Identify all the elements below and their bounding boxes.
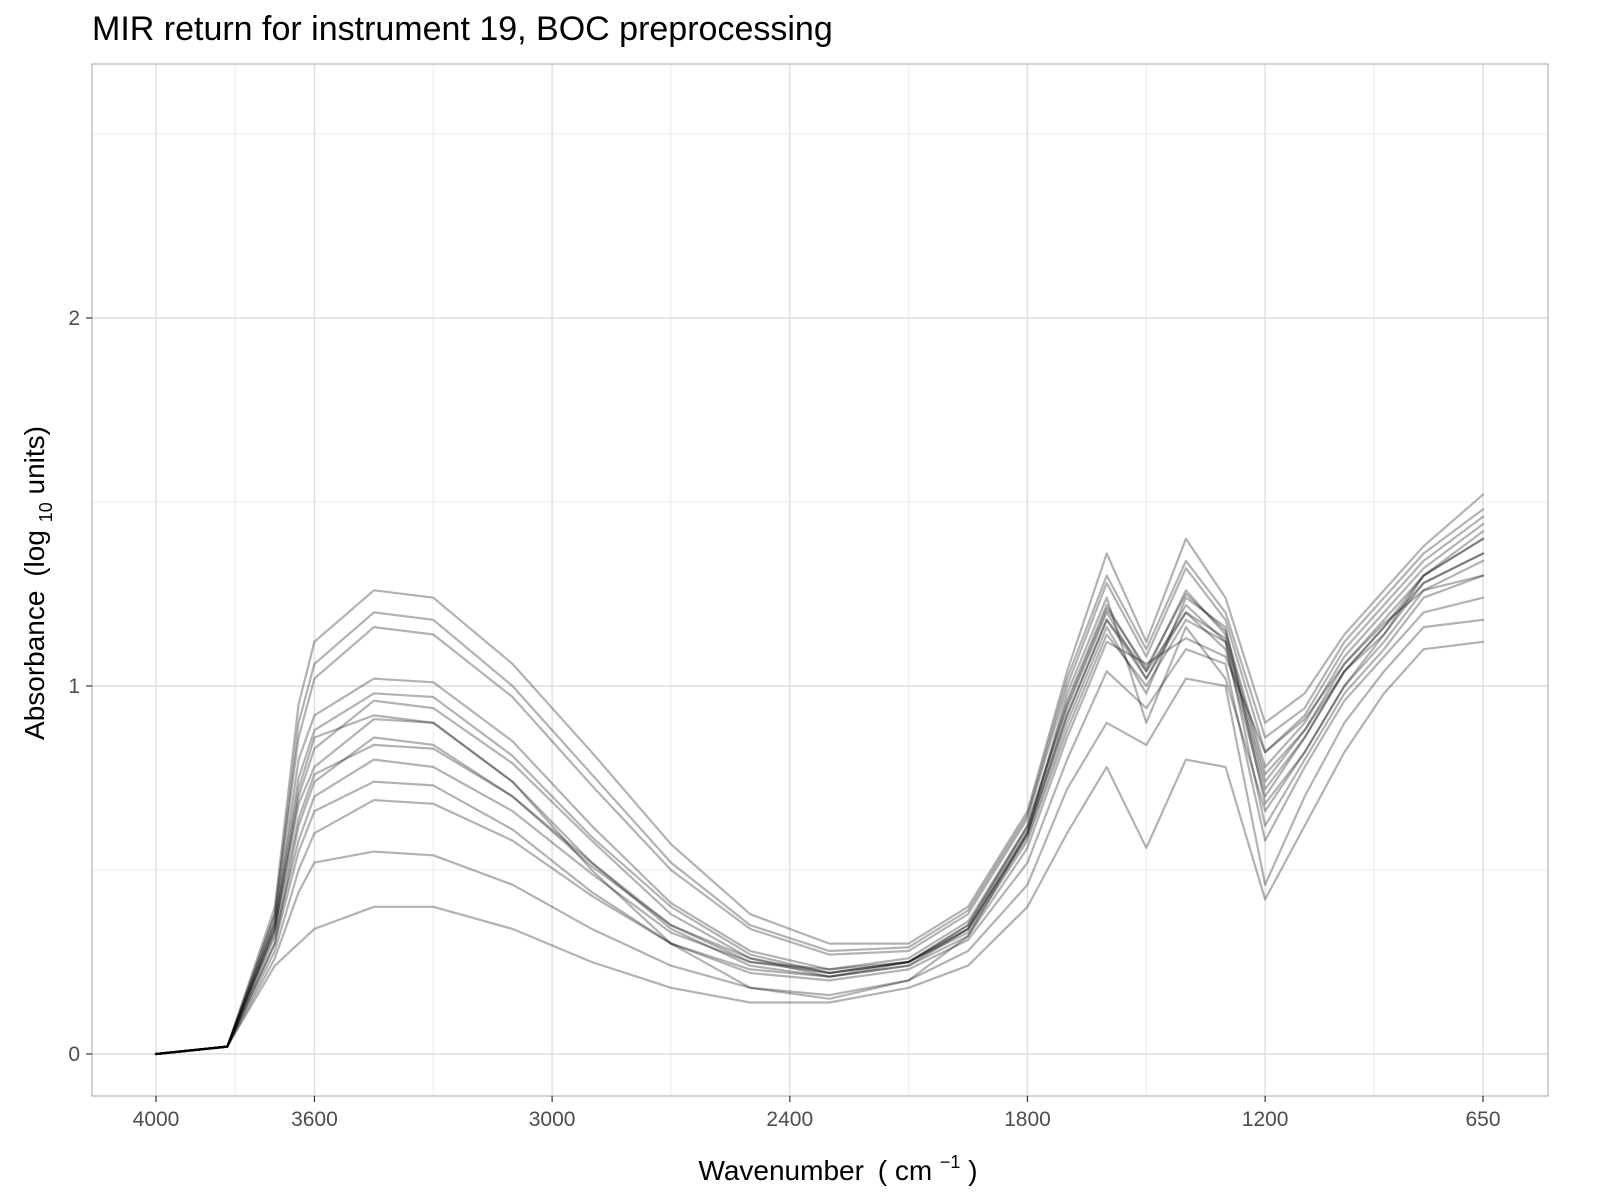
spectrum-line <box>154 559 1485 1056</box>
x-tick-label: 1800 <box>1004 1108 1051 1131</box>
spectrum-line <box>154 552 1485 1056</box>
spectrum-line <box>154 640 1485 1056</box>
grid-lines <box>92 64 1548 1096</box>
spectrum-line <box>154 508 1485 1056</box>
spectrum-line <box>154 574 1485 1056</box>
y-axis-title-close: units) <box>19 426 50 494</box>
spectrum-line <box>154 596 1485 1056</box>
x-axis-title-close: ) <box>968 1155 977 1186</box>
y-axis-title-subscript: 10 <box>36 502 56 522</box>
x-axis-title-main: Wavenumber <box>698 1155 863 1186</box>
y-tick-label: 0 <box>68 1043 80 1066</box>
x-tick-label: 3000 <box>529 1108 576 1131</box>
spectrum-line <box>154 618 1485 1056</box>
spectrum-line <box>154 493 1485 1056</box>
x-axis-ticks: 4000 3600 3000 2400 1800 1200 650 <box>133 1096 1501 1131</box>
spectrum-line <box>154 537 1485 1056</box>
x-tick-label: 2400 <box>766 1108 813 1131</box>
spectrum-line <box>154 530 1485 1056</box>
x-tick-label: 3600 <box>291 1108 338 1131</box>
y-axis-ticks: 0 1 2 <box>68 307 92 1066</box>
x-axis-title: Wavenumber ( cm −1 ) <box>698 1143 977 1186</box>
x-axis-title-superscript: −1 <box>940 1152 961 1172</box>
y-axis-title: Absorbance (log 10 units) <box>19 426 58 740</box>
spectrum-line <box>154 552 1485 1056</box>
x-axis-title-unit: cm <box>895 1155 932 1186</box>
x-axis-title-open: ( <box>878 1155 888 1186</box>
y-axis-title-main: Absorbance <box>19 591 50 740</box>
spectrum-line <box>154 574 1485 1056</box>
y-tick-label: 1 <box>68 675 80 698</box>
spectra-series <box>154 493 1485 1056</box>
y-tick-label: 2 <box>68 307 80 330</box>
x-tick-label: 4000 <box>133 1108 180 1131</box>
spectrum-line <box>154 522 1485 1056</box>
panel-border <box>91 63 1549 1097</box>
chart-title: MIR return for instrument 19, BOC prepro… <box>92 10 833 48</box>
spectrum-line <box>154 537 1485 1056</box>
spectrum-line <box>154 515 1485 1056</box>
x-tick-label: 650 <box>1465 1108 1500 1131</box>
x-tick-label: 1200 <box>1242 1108 1289 1131</box>
y-axis-title-open: (log <box>19 530 50 577</box>
